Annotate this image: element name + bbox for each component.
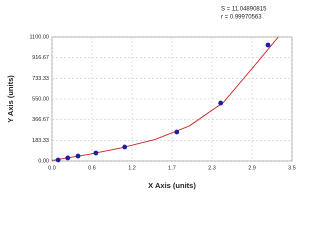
y-tick-label: 733.33 [32, 76, 49, 82]
chart: S = 11.04890815 r = 0.99970563 X Axis (u… [6, 7, 296, 190]
y-tick-label: 1100.00 [30, 34, 49, 40]
data-point [122, 144, 128, 150]
fit-line [52, 37, 279, 161]
x-tick-label: 1.7 [168, 165, 176, 171]
x-tick-label: 1.2 [128, 165, 136, 171]
y-axis-title: Y Axis (units) [6, 75, 15, 123]
x-tick-label: 0.0 [48, 165, 56, 171]
x-tick-label: 3.5 [288, 165, 296, 171]
x-tick-label: 2.3 [208, 165, 216, 171]
data-point [65, 155, 71, 161]
y-tick-label: 183.33 [32, 138, 49, 144]
x-axis-title: X Axis (units) [148, 181, 196, 190]
annotation: r = 0.99970563 [221, 15, 262, 21]
y-tick-label: 0.00 [38, 158, 49, 164]
x-tick-label: 0.6 [88, 165, 96, 171]
data-point [55, 157, 61, 163]
y-tick-label: 550.00 [32, 96, 49, 102]
page: {"chart_data": {"type": "scatter", "anno… [5, 6, 296, 190]
data-point [174, 129, 180, 135]
data-point [265, 42, 271, 48]
data-point [75, 153, 81, 159]
y-tick-label: 366.67 [32, 117, 49, 123]
plot-layer [52, 37, 279, 161]
data-point [93, 150, 99, 156]
y-tick-label: 916.67 [32, 55, 49, 61]
annotation: S = 11.04890815 [221, 7, 267, 13]
x-tick-label: 2.9 [248, 165, 256, 171]
data-point [218, 100, 224, 106]
